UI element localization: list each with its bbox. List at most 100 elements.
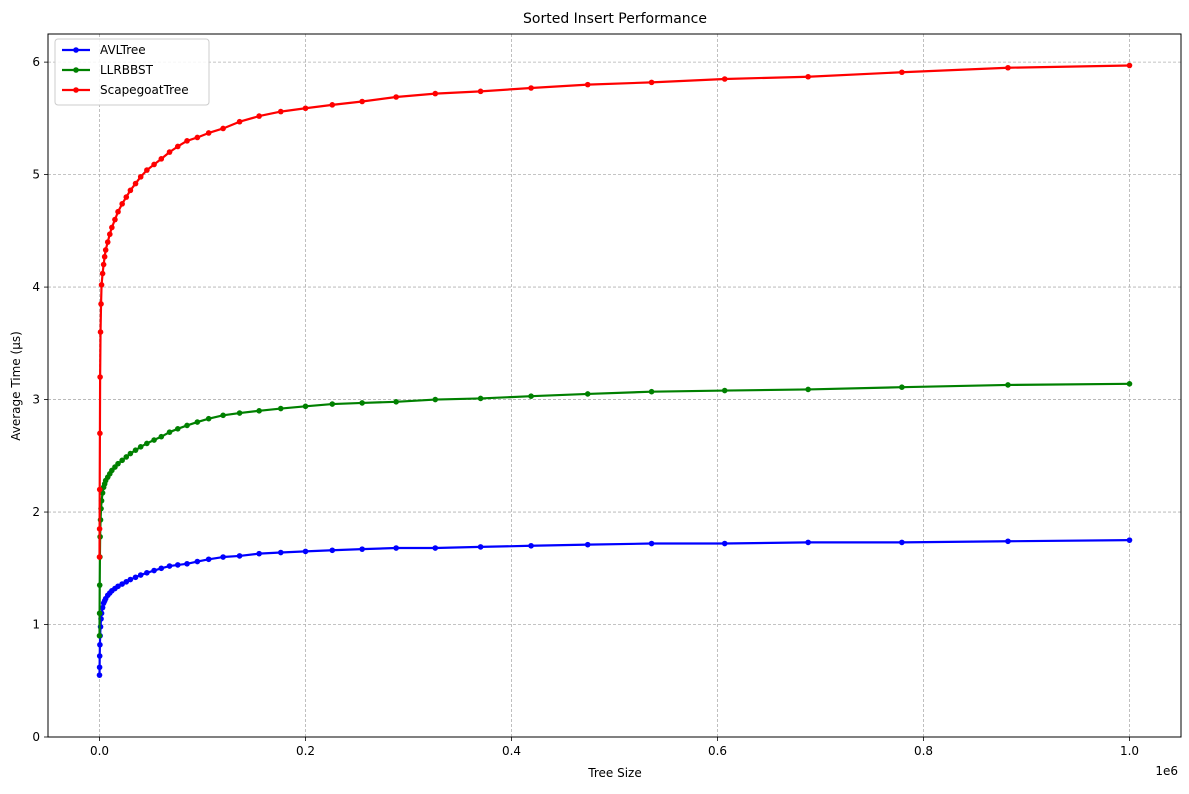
data-point-avltree xyxy=(174,562,181,568)
legend-marker-scapegoattree xyxy=(73,87,79,93)
data-point-scapegoattree xyxy=(151,161,157,168)
data-point-avltree xyxy=(721,540,728,547)
y-axis-label: Average Time (µs) xyxy=(9,331,23,441)
y-tick-label: 4 xyxy=(32,280,40,294)
data-point-avltree xyxy=(158,565,165,572)
data-point-llrbbst xyxy=(220,412,226,419)
data-point-avltree xyxy=(97,641,103,648)
data-point-scapegoattree xyxy=(96,526,103,532)
legend-label-avltree: AVLTree xyxy=(100,43,146,57)
data-point-scapegoattree xyxy=(1005,64,1011,71)
data-point-scapegoattree xyxy=(477,88,484,95)
x-tick-label: 0.0 xyxy=(90,744,109,758)
data-point-avltree xyxy=(236,553,243,559)
x-axis-offset-label: 1e6 xyxy=(1155,764,1178,778)
data-point-llrbbst xyxy=(174,426,181,432)
data-point-llrbbst xyxy=(132,447,139,453)
data-point-llrbbst xyxy=(477,395,484,402)
data-point-llrbbst xyxy=(151,437,157,443)
data-point-llrbbst xyxy=(302,403,309,410)
data-point-avltree xyxy=(96,664,103,671)
data-point-scapegoattree xyxy=(97,430,103,437)
series-layer xyxy=(96,62,1133,678)
x-tick-label: 1.0 xyxy=(1120,744,1139,758)
x-tick-label: 0.8 xyxy=(914,744,933,758)
data-point-avltree xyxy=(137,572,144,578)
data-point-llrbbst xyxy=(648,388,655,395)
data-point-scapegoattree xyxy=(158,156,165,162)
data-point-llrbbst xyxy=(123,454,130,460)
legend-marker-llrbbst xyxy=(73,67,79,73)
y-tick-label: 6 xyxy=(32,55,40,69)
legend-label-llrbbst: LLRBBST xyxy=(100,63,154,77)
x-tick-label: 0.2 xyxy=(296,744,315,758)
data-point-scapegoattree xyxy=(115,208,121,215)
data-point-scapegoattree xyxy=(194,134,201,141)
data-point-scapegoattree xyxy=(107,231,113,238)
data-point-llrbbst xyxy=(158,433,165,440)
data-point-llrbbst xyxy=(236,410,243,416)
data-point-scapegoattree xyxy=(359,98,365,105)
data-point-scapegoattree xyxy=(119,201,125,207)
data-point-scapegoattree xyxy=(256,113,262,119)
data-point-scapegoattree xyxy=(123,194,130,200)
data-point-avltree xyxy=(805,539,811,546)
data-point-scapegoattree xyxy=(236,118,243,125)
data-point-avltree xyxy=(220,554,226,560)
data-point-scapegoattree xyxy=(97,374,103,380)
data-point-llrbbst xyxy=(166,429,173,435)
data-point-llrbbst xyxy=(277,405,284,412)
y-tick-label: 3 xyxy=(32,393,40,407)
data-point-llrbbst xyxy=(359,400,365,406)
data-point-llrbbst xyxy=(115,460,121,467)
data-point-scapegoattree xyxy=(1126,62,1133,69)
series-avltree xyxy=(96,537,1133,678)
data-point-avltree xyxy=(648,540,655,547)
x-axis-label: Tree Size xyxy=(587,766,641,780)
data-point-scapegoattree xyxy=(127,187,134,194)
data-point-llrbbst xyxy=(721,387,728,394)
data-point-llrbbst xyxy=(205,415,212,422)
data-point-llrbbst xyxy=(119,457,125,464)
data-point-llrbbst xyxy=(528,393,534,399)
data-point-llrbbst xyxy=(805,386,811,393)
data-point-avltree xyxy=(477,544,484,550)
data-point-scapegoattree xyxy=(184,138,190,144)
data-point-scapegoattree xyxy=(329,102,336,108)
data-point-avltree xyxy=(144,569,150,576)
data-point-avltree xyxy=(359,546,365,552)
data-point-scapegoattree xyxy=(721,76,728,82)
data-point-scapegoattree xyxy=(132,180,139,187)
data-point-llrbbst xyxy=(96,632,103,639)
data-point-avltree xyxy=(277,549,284,556)
data-point-scapegoattree xyxy=(96,486,103,493)
y-tick-label: 1 xyxy=(32,618,40,632)
data-point-avltree xyxy=(184,560,190,567)
data-point-scapegoattree xyxy=(220,125,226,132)
series-scapegoattree xyxy=(96,62,1133,560)
data-point-avltree xyxy=(528,542,534,549)
data-point-scapegoattree xyxy=(99,270,106,277)
y-axis: 0 1 2 3 4 5 6 xyxy=(32,55,48,744)
data-point-avltree xyxy=(123,578,130,585)
data-point-scapegoattree xyxy=(100,261,107,268)
data-point-avltree xyxy=(119,581,125,587)
data-point-llrbbst xyxy=(96,582,103,588)
legend-marker-avltree xyxy=(73,47,79,53)
data-point-scapegoattree xyxy=(97,329,104,335)
data-point-scapegoattree xyxy=(98,301,104,307)
data-point-avltree xyxy=(256,550,262,557)
data-point-scapegoattree xyxy=(101,253,108,260)
data-point-scapegoattree xyxy=(137,174,144,180)
data-point-avltree xyxy=(115,583,121,590)
data-point-avltree xyxy=(432,545,439,551)
data-point-scapegoattree xyxy=(393,94,399,100)
data-point-avltree xyxy=(194,558,201,565)
data-point-avltree xyxy=(151,567,157,574)
data-point-avltree xyxy=(166,563,173,569)
data-point-scapegoattree xyxy=(109,224,115,231)
data-point-llrbbst xyxy=(256,408,262,414)
